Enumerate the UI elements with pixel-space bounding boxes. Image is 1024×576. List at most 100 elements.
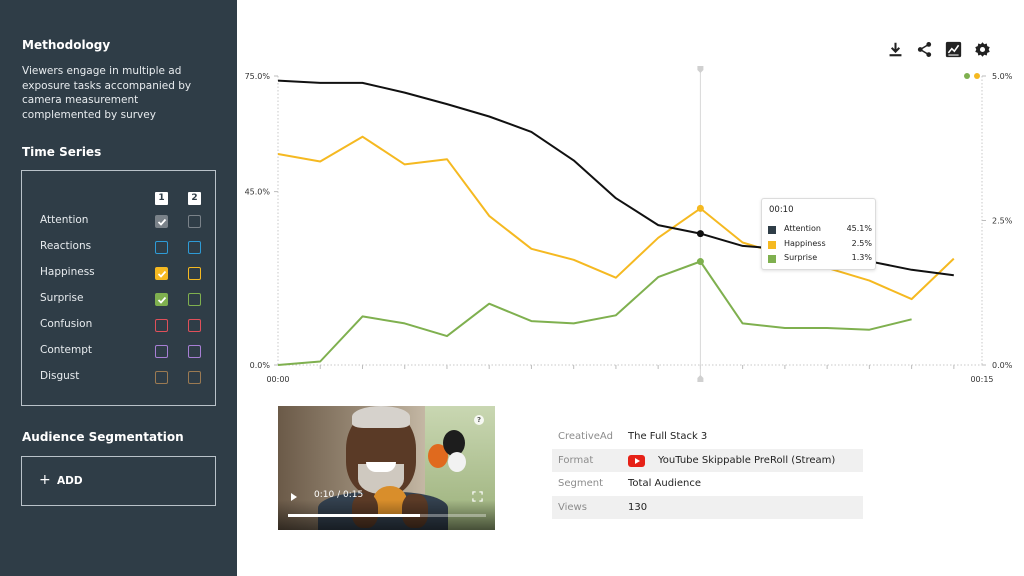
- tooltip-row-happiness: Happiness 2.5%: [768, 239, 872, 251]
- y-right-tick-label: 5.0%: [992, 72, 1013, 81]
- attention-checkbox-1[interactable]: [155, 215, 168, 228]
- column-2-header: 2: [188, 192, 201, 205]
- chart-view-button[interactable]: [944, 40, 963, 59]
- ad-info-table: CreativeAd The Full Stack 3 Format YouTu…: [552, 425, 863, 519]
- reactions-checkbox-1[interactable]: [155, 241, 168, 254]
- disgust-checkbox-1[interactable]: [155, 371, 168, 384]
- metric-row-happiness: Happiness: [22, 264, 215, 284]
- metric-label: Confusion: [40, 318, 93, 330]
- add-segment-label: ADD: [57, 475, 83, 487]
- tooltip-series-value: 45.1%: [846, 224, 872, 233]
- metric-row-contempt: Contempt: [22, 342, 215, 362]
- legend-dot-happiness: [974, 73, 980, 79]
- metric-label: Attention: [40, 214, 89, 226]
- settings-button[interactable]: [973, 40, 992, 59]
- confusion-checkbox-2[interactable]: [188, 319, 201, 332]
- metric-row-surprise: Surprise: [22, 290, 215, 310]
- info-key: Segment: [558, 478, 603, 489]
- play-button[interactable]: [291, 493, 297, 501]
- metric-label: Reactions: [40, 240, 92, 252]
- contempt-checkbox-2[interactable]: [188, 345, 201, 358]
- person-smile: [366, 462, 396, 472]
- info-row-creativead: CreativeAd The Full Stack 3: [552, 425, 863, 449]
- cursor-handle-bottom: [697, 375, 704, 382]
- metric-label: Surprise: [40, 292, 84, 304]
- youtube-icon: [628, 454, 645, 467]
- confusion-checkbox-1[interactable]: [155, 319, 168, 332]
- attention-checkbox-2[interactable]: [188, 215, 201, 228]
- surprise-checkbox-1[interactable]: [155, 293, 168, 306]
- metric-row-confusion: Confusion: [22, 316, 215, 336]
- info-key: CreativeAd: [558, 431, 613, 442]
- contempt-checkbox-1[interactable]: [155, 345, 168, 358]
- info-row-segment: Segment Total Audience: [552, 472, 863, 496]
- share-icon: [917, 42, 932, 57]
- tooltip-row-surprise: Surprise 1.3%: [768, 253, 872, 265]
- x-tick-label: 00:15: [970, 375, 993, 384]
- settings-icon: [975, 42, 990, 57]
- tooltip-time: 00:10: [769, 205, 794, 215]
- legend-dot-surprise: [964, 73, 970, 79]
- y-left-tick-label: 0.0%: [250, 361, 271, 370]
- info-key: Views: [558, 501, 587, 513]
- info-value: YouTube Skippable PreRoll (Stream): [658, 454, 836, 466]
- balloon-orange: [428, 444, 448, 468]
- audience-segmentation-title: Audience Segmentation: [22, 430, 184, 444]
- metric-row-disgust: Disgust: [22, 368, 215, 388]
- cursor-marker-attention: [696, 230, 704, 238]
- metric-row-attention: Attention: [22, 212, 215, 232]
- info-value: The Full Stack 3: [628, 431, 708, 442]
- download-icon: [889, 42, 902, 57]
- happiness-checkbox-1[interactable]: [155, 267, 168, 280]
- tooltip-series-name: Surprise: [784, 253, 818, 262]
- methodology-title: Methodology: [22, 38, 111, 52]
- metric-label: Happiness: [40, 266, 95, 278]
- video-progress-fill: [288, 514, 421, 517]
- share-button[interactable]: [915, 40, 934, 59]
- tooltip-series-name: Happiness: [784, 238, 826, 248]
- video-time: 0:10 / 0:15: [314, 490, 364, 500]
- help-icon[interactable]: ?: [474, 415, 484, 425]
- cursor-marker-happiness: [696, 204, 704, 212]
- reactions-checkbox-2[interactable]: [188, 241, 201, 254]
- series-line-surprise: [277, 260, 912, 366]
- legend-swatch: [768, 240, 776, 249]
- info-value: 130: [628, 501, 648, 513]
- tooltip-series-name: Attention: [784, 224, 821, 233]
- fullscreen-icon[interactable]: [472, 491, 483, 502]
- sidebar: Methodology Viewers engage in multiple a…: [0, 0, 237, 576]
- info-row-format: Format YouTube Skippable PreRoll (Stream…: [552, 448, 863, 472]
- balloon-black: [443, 430, 465, 456]
- time-series-panel: 1 2 Attention Reactions Happiness Surprise C…: [21, 170, 216, 406]
- cursor-marker-surprise: [696, 258, 704, 266]
- y-right-tick-label: 2.5%: [992, 217, 1013, 226]
- y-left-tick-label: 45.0%: [245, 188, 271, 197]
- info-value: Total Audience: [628, 478, 701, 489]
- tooltip-series-value: 2.5%: [851, 238, 872, 248]
- chart-toolbar: [886, 40, 992, 60]
- y-right-tick-label: 0.0%: [992, 361, 1013, 370]
- column-1-header: 1: [155, 192, 168, 205]
- add-segment-button[interactable]: + ADD: [21, 456, 216, 506]
- cursor-handle-top: [697, 66, 704, 73]
- y-left-tick-label: 75.0%: [245, 72, 271, 81]
- tooltip-row-attention: Attention 45.1%: [768, 224, 872, 236]
- legend-swatch: [768, 255, 776, 263]
- metric-row-reactions: Reactions: [22, 238, 215, 258]
- plus-icon: +: [39, 472, 51, 488]
- disgust-checkbox-2[interactable]: [188, 371, 201, 384]
- video-progress-bar[interactable]: [288, 514, 486, 517]
- download-button[interactable]: [886, 40, 905, 59]
- video-player[interactable]: ? 0:10 / 0:15: [278, 406, 495, 530]
- happiness-checkbox-2[interactable]: [188, 267, 201, 280]
- x-tick-label: 00:00: [266, 375, 289, 384]
- surprise-checkbox-2[interactable]: [188, 293, 201, 306]
- methodology-text: Viewers engage in multiple ad exposure t…: [22, 65, 192, 121]
- time-series-title: Time Series: [22, 145, 102, 159]
- chart-icon: [945, 41, 962, 58]
- info-key: Format: [558, 454, 594, 466]
- tooltip-series-value: 1.3%: [851, 253, 872, 262]
- metric-label: Contempt: [40, 344, 92, 356]
- legend-swatch: [768, 226, 776, 234]
